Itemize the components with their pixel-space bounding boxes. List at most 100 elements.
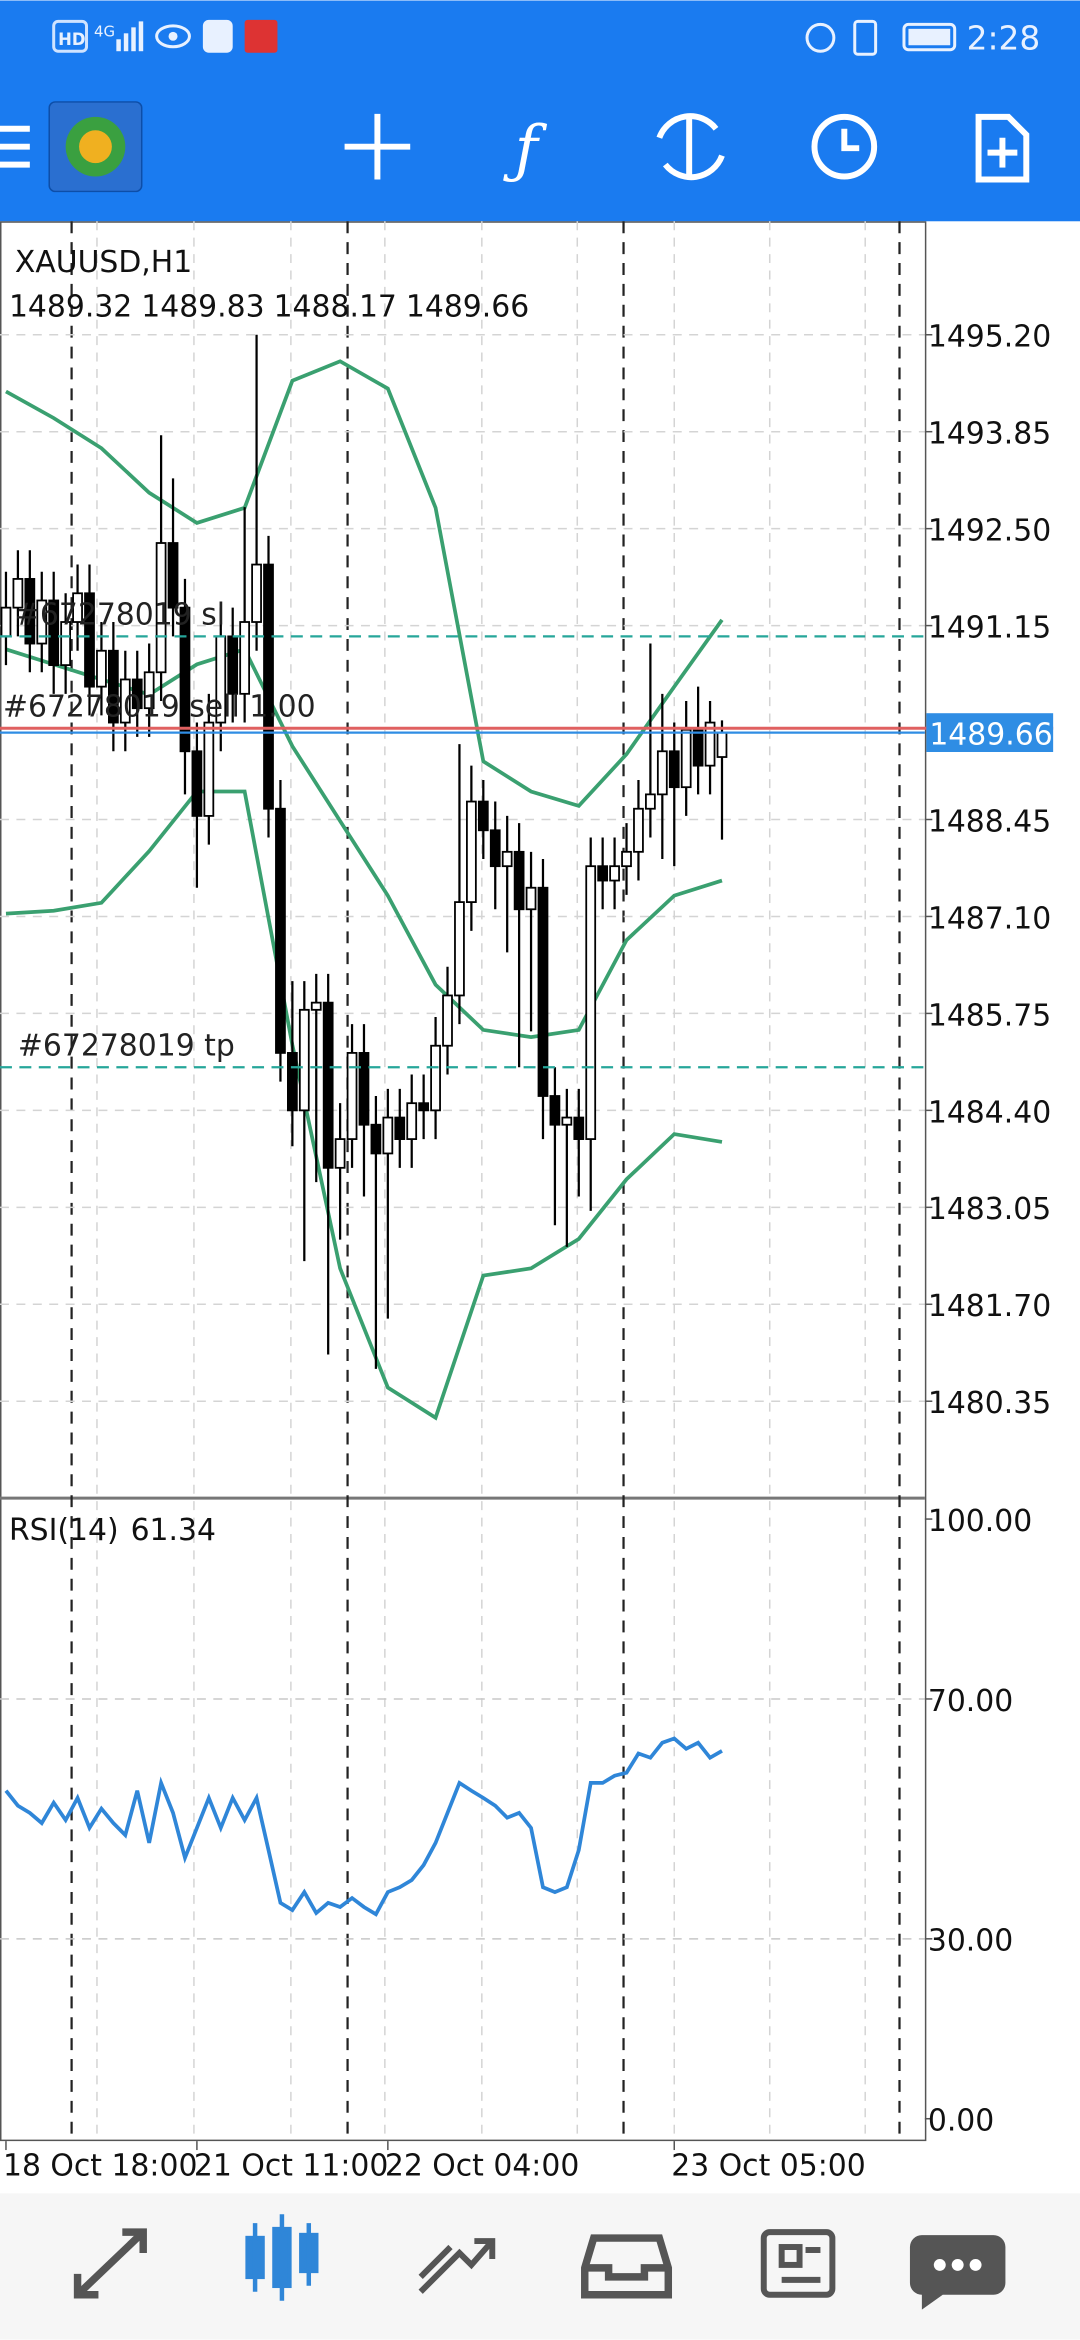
candle-body bbox=[358, 1052, 370, 1126]
candle-body bbox=[275, 807, 286, 1054]
x-tick-label: 18 Oct 18:00 bbox=[3, 2148, 197, 2183]
logo-badge bbox=[79, 130, 112, 164]
candle-body bbox=[454, 901, 465, 997]
y-tick-label: 1485.75 bbox=[928, 998, 1051, 1033]
candle-body bbox=[263, 563, 274, 810]
bid-label: 1489.66 bbox=[929, 718, 1052, 753]
plot: 1495.20 1493.85 1492.50 1491.15 1488.45 1487.… bbox=[0, 320, 1054, 2183]
candle-body bbox=[334, 1138, 346, 1169]
candle-body bbox=[24, 578, 36, 645]
candle-body bbox=[108, 649, 119, 724]
y-tick-label: 1492.50 bbox=[928, 514, 1051, 549]
nav-chat[interactable] bbox=[909, 2235, 1006, 2310]
candle-body bbox=[680, 728, 692, 789]
ohlc-low: 1488.17 bbox=[274, 290, 397, 325]
vibrate-icon bbox=[853, 19, 878, 56]
trade-button[interactable] bbox=[656, 113, 725, 181]
bid-box bbox=[926, 713, 1054, 752]
band-upper bbox=[5, 359, 724, 808]
candle-body bbox=[167, 542, 179, 609]
x-tick-label: 21 Oct 11:00 bbox=[194, 2148, 388, 2183]
candle-body bbox=[370, 1123, 382, 1155]
y-tick-label: 1488.45 bbox=[928, 804, 1051, 839]
nav-quotes[interactable] bbox=[73, 2228, 147, 2299]
candle-body bbox=[466, 800, 477, 903]
ohlc-header: 1489.32 1489.83 1488.17 1489.66 bbox=[9, 290, 529, 325]
candle-body bbox=[585, 865, 597, 1140]
candle-body bbox=[72, 592, 83, 623]
battery-level bbox=[908, 28, 951, 46]
candle-body bbox=[191, 750, 203, 817]
clock: 2:28 bbox=[967, 20, 1041, 58]
candle-body bbox=[60, 621, 72, 666]
candle-body bbox=[12, 578, 24, 609]
candle-body bbox=[155, 542, 167, 674]
y-tick-label: 1481.70 bbox=[928, 1289, 1051, 1324]
y-tick-label: 1480.35 bbox=[928, 1386, 1051, 1421]
candle-body bbox=[251, 563, 262, 623]
candle-body bbox=[525, 886, 537, 911]
order-label: #67278019 sl bbox=[15, 597, 225, 632]
candle-body bbox=[537, 886, 549, 1097]
candle-body bbox=[227, 635, 239, 695]
candle-body bbox=[48, 599, 60, 666]
candle-body bbox=[179, 606, 191, 753]
nav-trade[interactable] bbox=[418, 2238, 496, 2294]
symbol-title: XAUUSD,H1 bbox=[15, 245, 192, 280]
candle-body bbox=[668, 750, 680, 789]
candle-body bbox=[418, 1102, 430, 1112]
candle-body bbox=[346, 1052, 358, 1140]
candle-body bbox=[406, 1102, 418, 1140]
candle-body bbox=[143, 671, 155, 710]
vertical-grid bbox=[96, 221, 866, 2142]
y-tick-label: 1487.10 bbox=[928, 901, 1051, 936]
rsi-value: 61.34 bbox=[131, 1513, 216, 1548]
ohlc-high: 1489.83 bbox=[141, 290, 264, 325]
new-order-button[interactable] bbox=[975, 113, 1030, 183]
candle-body bbox=[287, 1052, 298, 1112]
crosshair-button[interactable] bbox=[344, 113, 411, 180]
candle-body bbox=[382, 1116, 394, 1155]
candle-body bbox=[84, 592, 95, 688]
candle-body bbox=[394, 1116, 406, 1140]
y-tick-label: 1483.05 bbox=[928, 1192, 1051, 1227]
candle-body bbox=[704, 721, 716, 767]
hd-text: HD bbox=[58, 30, 85, 49]
rsi-title: RSI(14) bbox=[9, 1513, 119, 1548]
y-tick-label: 30.00 bbox=[928, 1924, 1013, 1959]
nav-chart[interactable] bbox=[245, 2214, 319, 2301]
nav-history[interactable] bbox=[581, 2234, 673, 2299]
candle-body bbox=[430, 1044, 441, 1112]
day-separators bbox=[70, 221, 901, 2142]
net-text: 4G bbox=[94, 22, 115, 40]
candle-body bbox=[573, 1116, 585, 1140]
hd-icon bbox=[52, 19, 89, 53]
candle-body bbox=[131, 678, 143, 710]
app-icon bbox=[202, 19, 233, 53]
candle-body bbox=[96, 649, 107, 688]
eye-icon bbox=[155, 24, 191, 49]
candle-body bbox=[513, 850, 525, 911]
candle-body bbox=[692, 728, 704, 767]
candle-body bbox=[119, 678, 131, 724]
candle-body bbox=[0, 606, 12, 638]
order-label: #67278019 tp bbox=[18, 1028, 235, 1063]
nav-news[interactable] bbox=[760, 2229, 836, 2298]
candle-body bbox=[36, 599, 48, 645]
candle-body bbox=[656, 750, 668, 796]
candle-body bbox=[621, 850, 632, 868]
candle-body bbox=[645, 793, 656, 810]
timeframe-button[interactable] bbox=[811, 113, 878, 180]
candle-body bbox=[633, 807, 644, 853]
x-tick-label: 23 Oct 05:00 bbox=[671, 2148, 865, 2183]
signal-icon bbox=[116, 21, 144, 52]
ohlc-close: 1489.66 bbox=[406, 290, 529, 325]
y-tick-label: 1491.15 bbox=[928, 611, 1051, 646]
menu-button[interactable] bbox=[0, 125, 30, 168]
top-bar bbox=[0, 0, 1080, 222]
app-icon-2 bbox=[244, 19, 278, 53]
y-tick-label: 1495.20 bbox=[928, 320, 1051, 355]
bottom-nav bbox=[0, 2193, 1080, 2340]
